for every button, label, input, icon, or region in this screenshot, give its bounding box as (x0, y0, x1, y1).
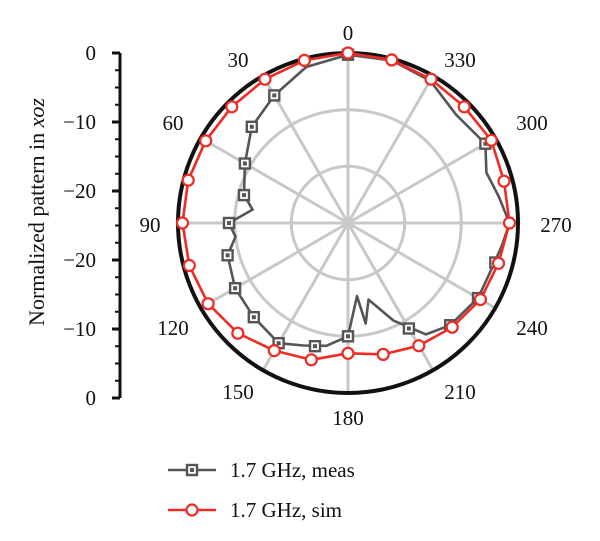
grid-ring (289, 164, 407, 282)
angle-label-180: 180 (332, 406, 364, 430)
meas-marker-core (233, 286, 238, 291)
angle-label-30: 30 (228, 48, 249, 72)
meas-marker-core (406, 326, 411, 331)
angle-label-300: 300 (516, 111, 548, 135)
y-tick-label: 0 (86, 386, 97, 410)
spoke-300 (347, 136, 496, 225)
meas-marker-core (249, 124, 254, 129)
sim-marker (491, 256, 506, 270)
angle-label-90: 90 (140, 213, 161, 237)
meas-marker-core (242, 161, 247, 166)
angle-label-60: 60 (163, 111, 184, 135)
sim-marker (341, 346, 355, 360)
legend: 1.7 GHz, meas 1.7 GHz, sim (168, 458, 355, 522)
sim-marker (502, 216, 517, 230)
sim-marker (304, 353, 318, 367)
sim-marker (457, 100, 471, 114)
sim-marker (412, 339, 426, 353)
meas-marker-core (251, 315, 256, 320)
radial-axis: 0 −10 −20 −20 −10 0 (63, 41, 122, 410)
sim-marker (267, 344, 281, 358)
y-tick-label: −20 (63, 179, 96, 203)
meas-marker-core (313, 344, 317, 349)
sim-marker (484, 133, 498, 147)
sim-marker (201, 297, 215, 311)
sim-marker (497, 174, 511, 188)
sim-marker (473, 292, 488, 307)
legend-label-0: 1.7 GHz, meas (230, 458, 355, 482)
angle-label-0: 0 (343, 21, 354, 45)
angle-label-150: 150 (222, 380, 254, 404)
sim-marker (225, 100, 239, 114)
angle-labels: 0 30 60 90 120 150 180 210 240 270 300 330 (140, 21, 572, 430)
angle-label-120: 120 (157, 316, 189, 340)
y-tick-label: −20 (63, 248, 96, 272)
sim-marker (182, 258, 196, 273)
meas-marker-core (242, 193, 246, 198)
sim-marker (376, 347, 390, 361)
y-axis-title: Normalized pattern in xoz (24, 98, 49, 326)
spoke-60 (200, 136, 349, 225)
legend-marker-1 (185, 503, 199, 517)
sim-marker (231, 326, 245, 340)
meas-marker-core (483, 141, 488, 146)
y-tick-label: 0 (86, 41, 97, 65)
angle-label-210: 210 (444, 380, 476, 404)
meas-marker-core (225, 253, 230, 258)
meas-marker-core (276, 341, 281, 346)
meas-marker-core (346, 334, 350, 339)
sim-marker (445, 320, 459, 334)
angle-label-330: 330 (444, 48, 476, 72)
y-tick-label: −10 (63, 110, 96, 134)
sim-marker (424, 72, 438, 86)
sim-marker (181, 173, 195, 187)
meas-marker-core (227, 221, 231, 225)
legend-label-1: 1.7 GHz, sim (230, 498, 342, 522)
meas-marker-core (272, 93, 277, 98)
sim-marker (199, 134, 213, 148)
spoke-330 (346, 75, 435, 224)
angle-label-270: 270 (540, 213, 572, 237)
sim-marker (385, 53, 399, 67)
sim-marker (175, 216, 190, 230)
sim-marker (258, 72, 272, 86)
angle-label-240: 240 (516, 316, 548, 340)
spoke-240 (347, 221, 496, 310)
polar-grid (176, 51, 520, 395)
sim-marker (341, 46, 355, 60)
y-tick-label: −10 (63, 317, 96, 341)
legend-marker-core (190, 468, 194, 472)
spoke-120 (200, 221, 349, 310)
sim-marker (297, 53, 311, 68)
series-layer (175, 46, 517, 367)
